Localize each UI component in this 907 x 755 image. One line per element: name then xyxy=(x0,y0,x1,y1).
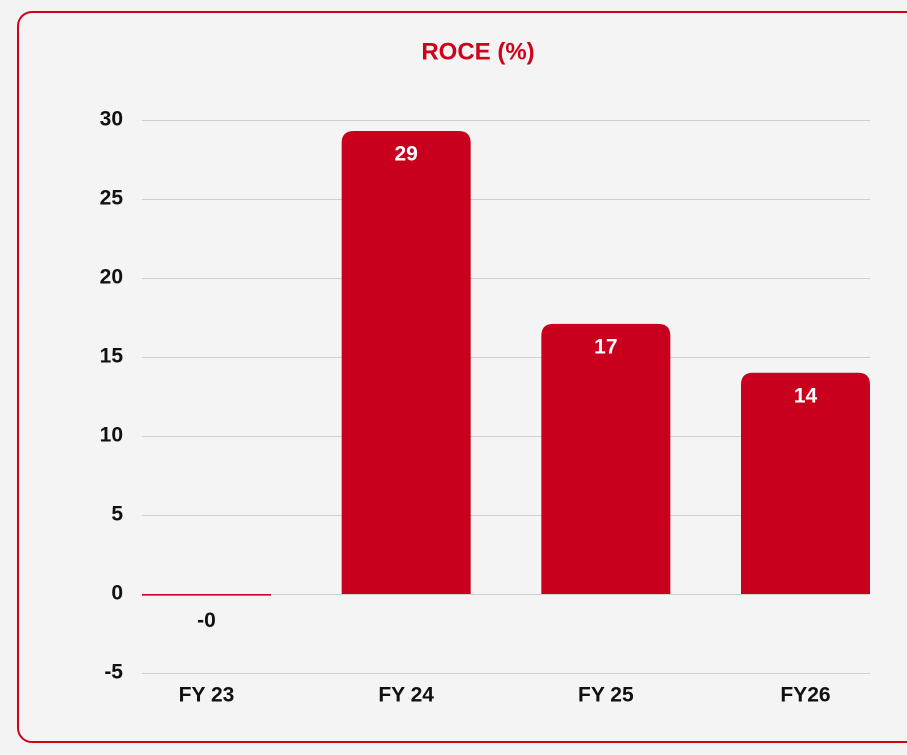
data-label: -0 xyxy=(197,609,216,632)
chart-title: ROCE (%) xyxy=(421,38,534,65)
y-tick-label: 20 xyxy=(100,266,123,289)
y-tick-label: 5 xyxy=(111,503,123,526)
bar xyxy=(142,594,271,596)
x-tick-label: FY 23 xyxy=(179,684,235,707)
y-tick-label: -5 xyxy=(104,661,123,684)
y-tick-label: 10 xyxy=(100,424,123,447)
data-label: 14 xyxy=(794,384,818,407)
x-tick-label: FY 24 xyxy=(378,684,434,707)
bar xyxy=(541,323,671,594)
x-tick-label: FY 25 xyxy=(578,684,634,707)
y-tick-label: 25 xyxy=(100,187,124,210)
y-tick-label: 30 xyxy=(100,108,123,131)
y-tick-label: 0 xyxy=(111,582,123,605)
data-label: 29 xyxy=(394,143,417,166)
y-tick-label: 15 xyxy=(100,345,124,368)
bar xyxy=(741,372,870,594)
data-label: 17 xyxy=(594,335,617,358)
bar xyxy=(341,131,471,594)
x-tick-label: FY26 xyxy=(780,684,830,707)
